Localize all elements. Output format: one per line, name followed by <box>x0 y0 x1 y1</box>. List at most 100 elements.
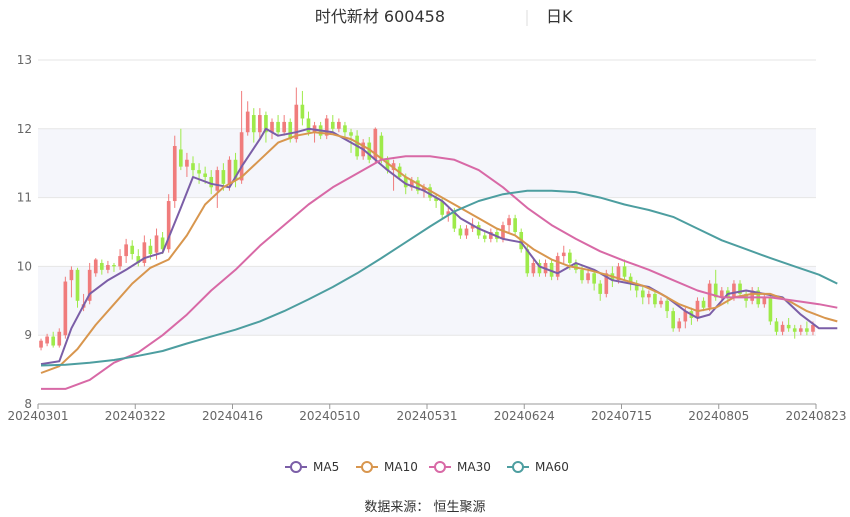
candle-body <box>488 232 493 239</box>
candle <box>598 280 603 301</box>
candle-body <box>774 321 779 332</box>
candle-body <box>476 225 481 236</box>
candle-body <box>203 173 207 177</box>
candle-body <box>695 300 700 318</box>
candle <box>586 269 590 284</box>
candle <box>592 269 596 291</box>
candle <box>647 290 651 305</box>
candle-body <box>306 118 311 133</box>
candle-body <box>209 176 214 188</box>
grid-band <box>38 266 816 336</box>
candle-body <box>136 256 141 263</box>
candle-body <box>130 245 135 255</box>
candle-body <box>288 121 293 140</box>
candle-body <box>270 121 274 133</box>
candle <box>45 333 49 347</box>
grid-bands <box>38 128 816 336</box>
candle <box>549 259 554 281</box>
candle <box>476 221 481 239</box>
y-tick-label: 13 <box>17 53 32 67</box>
legend-label: MA30 <box>457 460 491 474</box>
x-tick-label: 20240510 <box>299 409 360 423</box>
candle-body <box>683 311 688 322</box>
candle <box>191 156 195 177</box>
series-ma60 <box>40 189 838 367</box>
candle <box>337 118 341 133</box>
candle-body <box>719 290 724 298</box>
candle <box>209 170 214 195</box>
legend-label: MA60 <box>535 460 569 474</box>
candle <box>300 90 305 126</box>
candle-body <box>99 262 104 270</box>
candle-body <box>513 218 517 232</box>
candle <box>780 321 785 336</box>
candle-body <box>330 121 335 129</box>
candle-body <box>416 180 420 191</box>
candle-body <box>482 235 487 239</box>
candle <box>750 287 755 305</box>
candle-body <box>586 273 590 281</box>
x-tick-label: 20240322 <box>105 409 166 423</box>
candle-body <box>343 125 347 133</box>
legend-marker <box>434 461 446 473</box>
candle <box>330 115 335 133</box>
candle-body <box>671 311 675 329</box>
candle-body <box>604 273 609 294</box>
candle-body <box>713 283 718 298</box>
candle <box>561 245 566 263</box>
candle-body <box>385 159 390 171</box>
candle-body <box>640 290 645 298</box>
series-ma30 <box>41 155 838 390</box>
candle <box>719 287 724 301</box>
candle-body <box>75 269 80 301</box>
candle <box>197 163 201 184</box>
y-tick-label: 10 <box>17 259 32 273</box>
candle-body <box>707 283 712 308</box>
candle <box>488 228 493 243</box>
candle-body <box>598 283 603 294</box>
x-tick-label: 20240823 <box>785 409 846 423</box>
candle-body <box>580 269 584 281</box>
candle <box>677 318 682 332</box>
candle <box>458 225 463 239</box>
candle-body <box>215 170 220 191</box>
candle-body <box>233 159 238 181</box>
candle <box>93 258 98 277</box>
candle <box>276 115 280 136</box>
candle <box>270 118 274 140</box>
candle-body <box>732 283 736 298</box>
candle-body <box>677 321 682 329</box>
candle <box>701 297 706 312</box>
candle <box>124 238 128 263</box>
candle-body <box>160 237 165 250</box>
candle-body <box>51 336 56 346</box>
legend-item-ma5: MA5 <box>285 460 339 474</box>
candle <box>653 290 657 308</box>
candle <box>659 297 663 308</box>
candle <box>482 232 487 243</box>
candle <box>409 176 414 191</box>
candle-body <box>106 265 110 270</box>
y-tick-label: 11 <box>17 191 32 205</box>
legend-label: MA5 <box>313 460 339 474</box>
candle-body <box>251 115 256 133</box>
candle <box>786 318 791 332</box>
candle-body <box>154 235 159 253</box>
chart-title: 时代新材 600458 <box>315 7 445 26</box>
candle-body <box>422 187 426 191</box>
candle-body <box>811 324 815 332</box>
candle-body <box>57 331 62 346</box>
candle <box>142 235 147 267</box>
x-tick-label: 20240531 <box>396 409 457 423</box>
candle <box>294 87 299 143</box>
candle-body <box>568 252 572 263</box>
candle-body <box>653 293 657 305</box>
candle <box>185 152 189 177</box>
candle <box>798 324 803 336</box>
legend-item-ma30: MA30 <box>429 460 491 474</box>
candle <box>373 127 378 164</box>
candle-body <box>166 201 171 250</box>
candle-body <box>622 266 627 277</box>
candle <box>531 259 536 277</box>
legend-marker <box>290 461 302 473</box>
